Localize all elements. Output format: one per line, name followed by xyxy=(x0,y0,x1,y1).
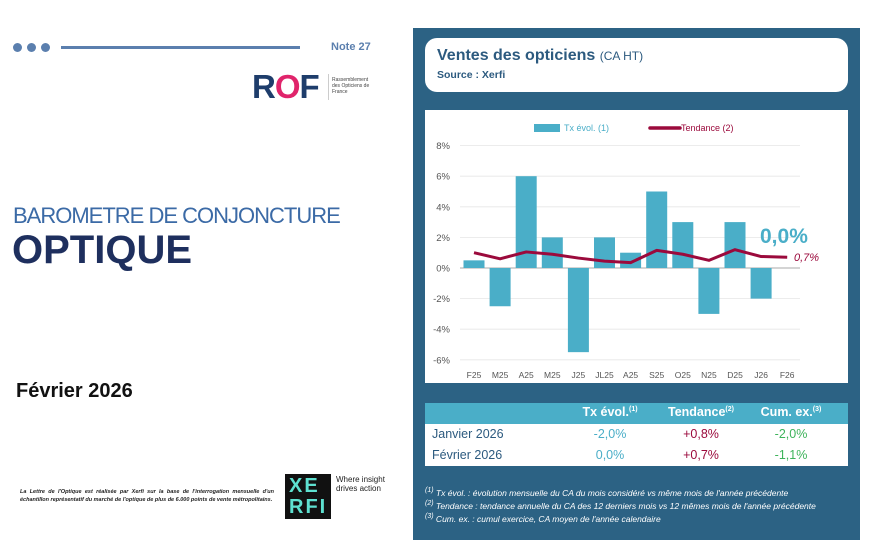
title-line1: BAROMETRE DE CONJONCTURE xyxy=(13,203,341,228)
trend-line xyxy=(473,248,788,265)
x-tick-label: J25 xyxy=(572,370,586,380)
y-tick-label: 8% xyxy=(436,141,450,152)
bar xyxy=(489,268,511,307)
footnote-ref: (2) xyxy=(425,500,434,507)
xerfi-tagline: Where insight drives action xyxy=(336,475,385,493)
table-column-header: Tx évol.(1) xyxy=(582,405,638,419)
footnote-ref: (1) xyxy=(628,405,638,413)
bar xyxy=(620,252,642,268)
y-tick-label: 6% xyxy=(436,172,450,183)
y-tick-label: -4% xyxy=(433,325,450,336)
legend-bar-swatch xyxy=(534,124,560,132)
y-tick-label: 4% xyxy=(436,202,450,213)
table-row-label: Février 2026 xyxy=(432,448,503,462)
issue-date: Février 2026 xyxy=(16,380,133,402)
chart-area xyxy=(425,110,848,383)
panel-title-box: Ventes des opticiens (CA HT) Source : Xe… xyxy=(425,38,848,92)
y-tick-label: -2% xyxy=(433,294,450,305)
table-column-header: Cum. ex.(3) xyxy=(760,405,822,419)
table-cell: +0,8% xyxy=(683,427,719,441)
header-dot xyxy=(13,43,22,52)
bar-last-annotation: 0,0% xyxy=(760,225,808,248)
table-cell: -1,1% xyxy=(774,448,808,462)
x-tick-label: A25 xyxy=(519,370,534,380)
x-tick-label: A25 xyxy=(623,370,638,380)
panel-source: Source : Xerfi xyxy=(437,69,506,81)
bar xyxy=(515,176,537,268)
x-tick-label: F25 xyxy=(467,370,482,380)
disclaimer: La Lettre de l'Optique est réalisée par … xyxy=(20,489,274,503)
header-dot xyxy=(41,43,50,52)
footnote: (2) Tendance : tendance annuelle du CA d… xyxy=(425,500,816,511)
rof-divider xyxy=(328,74,329,100)
table-row-label: Janvier 2026 xyxy=(432,427,504,441)
legend-line-label: Tendance (2) xyxy=(681,123,734,133)
x-tick-label: F26 xyxy=(780,370,795,380)
bar xyxy=(463,260,485,268)
table-cell: 0,0% xyxy=(595,448,625,462)
line-last-annotation: 0,7% xyxy=(794,252,819,264)
y-tick-label: 2% xyxy=(436,233,450,244)
rof-tagline: Rassemblement des Opticiens de France xyxy=(332,77,370,95)
table-column-header: Tendance(2) xyxy=(668,405,734,419)
x-tick-label: O25 xyxy=(675,370,691,380)
x-tick-label: N25 xyxy=(701,370,717,380)
title-line2: OPTIQUE xyxy=(12,228,193,272)
header-rule xyxy=(61,46,300,49)
footnote: (3) Cum. ex. : cumul exercice, CA moyen … xyxy=(425,513,661,524)
bar xyxy=(646,191,668,268)
bar xyxy=(698,268,720,314)
table-header xyxy=(425,403,848,424)
bar xyxy=(750,268,772,299)
x-tick-label: JL25 xyxy=(595,370,614,380)
rof-logo: ROF xyxy=(252,68,320,105)
footnote-ref: (2) xyxy=(725,405,734,413)
xerfi-logo: XE RFI xyxy=(285,474,331,519)
legend-bar-label: Tx évol. (1) xyxy=(564,123,609,133)
footnote-ref: (1) xyxy=(425,487,434,494)
bar xyxy=(724,222,746,268)
table-cell: -2,0% xyxy=(774,427,808,441)
panel-title: Ventes des opticiens xyxy=(437,47,596,64)
y-tick-label: 0% xyxy=(436,264,450,275)
x-tick-label: J26 xyxy=(754,370,768,380)
bar xyxy=(672,222,694,268)
x-tick-label: D25 xyxy=(727,370,743,380)
panel-title-suffix: (CA HT) xyxy=(599,49,644,63)
x-tick-label: M25 xyxy=(544,370,561,380)
x-tick-label: M25 xyxy=(492,370,509,380)
bar xyxy=(567,268,589,353)
y-tick-label: -6% xyxy=(433,355,450,366)
bar xyxy=(541,237,563,268)
footnote: (1) Tx évol. : évolution mensuelle du CA… xyxy=(425,487,789,498)
table-body xyxy=(425,424,848,466)
footnote-ref: (3) xyxy=(812,405,822,413)
x-tick-label: S25 xyxy=(649,370,664,380)
header-dot xyxy=(27,43,36,52)
footnote-ref: (3) xyxy=(425,513,434,520)
bar xyxy=(594,237,615,268)
table-cell: -2,0% xyxy=(593,427,627,441)
note-number: Note 27 xyxy=(331,41,371,53)
table-cell: +0,7% xyxy=(683,448,719,462)
